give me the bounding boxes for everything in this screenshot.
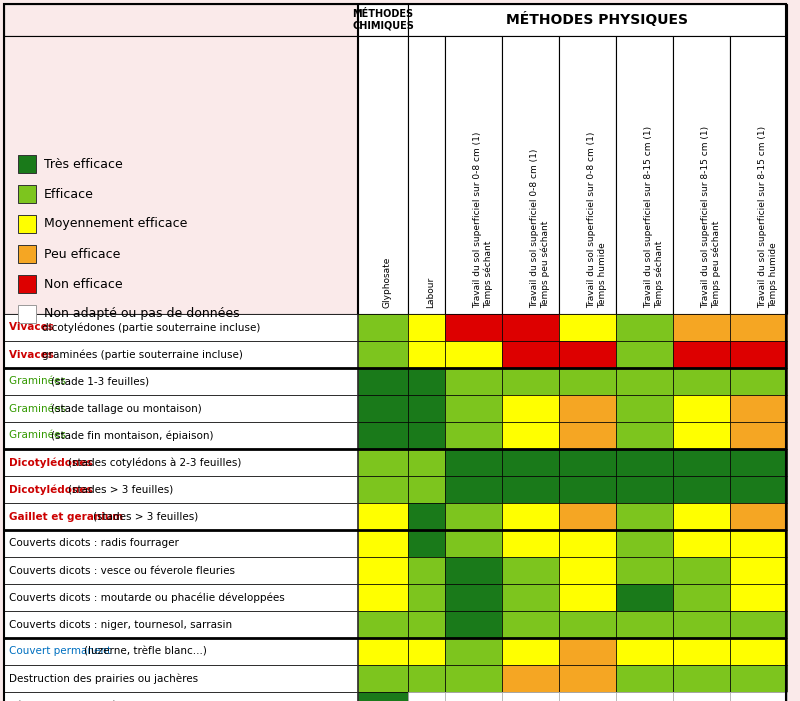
- Bar: [4, 476, 357, 503]
- Bar: [502, 341, 559, 368]
- Bar: [445, 449, 502, 476]
- Bar: [4, 314, 357, 341]
- Bar: [358, 4, 408, 36]
- Text: Couvert permanent: Couvert permanent: [9, 646, 114, 657]
- Text: Travail du sol superficiel sur 8-15 cm (1)
Temps séchant: Travail du sol superficiel sur 8-15 cm (…: [645, 126, 665, 308]
- Bar: [408, 476, 445, 503]
- Bar: [616, 611, 673, 638]
- Bar: [559, 314, 616, 341]
- Bar: [616, 692, 673, 701]
- Text: Travail du sol superficiel sur 0-8 cm (1)
Temps séchant: Travail du sol superficiel sur 0-8 cm (1…: [474, 132, 494, 308]
- Bar: [673, 449, 730, 476]
- Bar: [559, 341, 616, 368]
- Bar: [445, 422, 502, 449]
- Bar: [4, 449, 357, 476]
- Bar: [730, 395, 787, 422]
- Bar: [730, 611, 787, 638]
- Text: MÉTHODES PHYSIQUES: MÉTHODES PHYSIQUES: [506, 13, 689, 27]
- Text: Dicotylédones: Dicotylédones: [9, 484, 96, 495]
- Bar: [358, 638, 408, 665]
- Bar: [730, 368, 787, 395]
- Text: Graminées: Graminées: [9, 404, 69, 414]
- Bar: [445, 530, 502, 557]
- Bar: [616, 395, 673, 422]
- Text: Travail du sol superficiel sur 8-15 cm (1)
Temps humide: Travail du sol superficiel sur 8-15 cm (…: [758, 126, 778, 308]
- Bar: [673, 422, 730, 449]
- Bar: [559, 557, 616, 584]
- Bar: [502, 476, 559, 503]
- Bar: [730, 503, 787, 530]
- Bar: [673, 341, 730, 368]
- Bar: [616, 665, 673, 692]
- Bar: [408, 503, 445, 530]
- Bar: [358, 692, 408, 701]
- Text: Couverts dicots : radis fourrager: Couverts dicots : radis fourrager: [9, 538, 179, 548]
- Text: dicotylédones (partie souterraine incluse): dicotylédones (partie souterraine inclus…: [42, 322, 261, 333]
- Bar: [358, 395, 408, 422]
- Bar: [408, 692, 445, 701]
- Bar: [358, 314, 408, 341]
- Bar: [408, 314, 445, 341]
- Bar: [673, 665, 730, 692]
- Bar: [616, 314, 673, 341]
- Bar: [616, 341, 673, 368]
- Text: Travail du sol superficiel 0-8 cm (1)
Temps peu séchant: Travail du sol superficiel 0-8 cm (1) Te…: [530, 149, 550, 308]
- Bar: [559, 530, 616, 557]
- Bar: [673, 395, 730, 422]
- Bar: [4, 665, 357, 692]
- Bar: [408, 449, 445, 476]
- Text: (stades > 3 feuilles): (stades > 3 feuilles): [93, 512, 198, 522]
- Bar: [4, 584, 357, 611]
- Bar: [559, 476, 616, 503]
- Bar: [502, 449, 559, 476]
- Text: Vivaces: Vivaces: [9, 322, 58, 332]
- Text: Graminées: Graminées: [9, 430, 69, 440]
- Bar: [502, 665, 559, 692]
- Bar: [673, 557, 730, 584]
- Text: Vivaces: Vivaces: [9, 350, 58, 360]
- Bar: [730, 530, 787, 557]
- Text: Régulation des jachères: Régulation des jachères: [9, 700, 134, 701]
- Text: Non efficace: Non efficace: [44, 278, 122, 290]
- Bar: [559, 638, 616, 665]
- Bar: [559, 422, 616, 449]
- Bar: [408, 665, 445, 692]
- Bar: [673, 638, 730, 665]
- Text: Moyennement efficace: Moyennement efficace: [44, 217, 187, 231]
- Bar: [445, 584, 502, 611]
- Bar: [358, 584, 408, 611]
- Bar: [502, 638, 559, 665]
- Bar: [4, 503, 357, 530]
- Bar: [730, 314, 787, 341]
- Bar: [673, 476, 730, 503]
- Bar: [18, 215, 36, 233]
- Bar: [408, 611, 445, 638]
- Bar: [502, 36, 559, 314]
- Text: graminées (partie souterraine incluse): graminées (partie souterraine incluse): [42, 349, 243, 360]
- Bar: [358, 341, 408, 368]
- Bar: [18, 245, 36, 263]
- Bar: [730, 692, 787, 701]
- Bar: [4, 36, 357, 314]
- Bar: [616, 557, 673, 584]
- Bar: [4, 368, 357, 395]
- Bar: [502, 314, 559, 341]
- Bar: [445, 503, 502, 530]
- Bar: [445, 665, 502, 692]
- Bar: [408, 368, 445, 395]
- Bar: [559, 368, 616, 395]
- Bar: [358, 368, 408, 395]
- Bar: [502, 368, 559, 395]
- Bar: [4, 638, 357, 665]
- Bar: [730, 422, 787, 449]
- Bar: [4, 692, 357, 701]
- Text: Travail du sol superficiel sur 8-15 cm (1)
Temps peu séchant: Travail du sol superficiel sur 8-15 cm (…: [702, 126, 722, 308]
- Bar: [408, 36, 445, 314]
- Bar: [358, 665, 408, 692]
- Bar: [616, 530, 673, 557]
- Bar: [358, 530, 408, 557]
- Bar: [559, 503, 616, 530]
- Bar: [358, 611, 408, 638]
- Bar: [18, 305, 36, 323]
- Bar: [616, 638, 673, 665]
